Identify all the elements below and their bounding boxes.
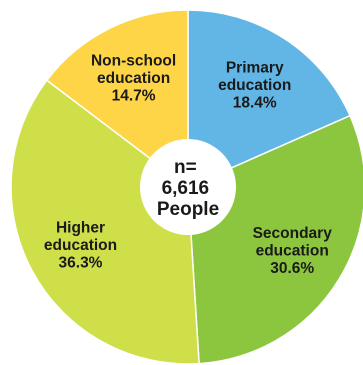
center-label-line-2: 6,616 [162, 178, 210, 199]
slice-non-school-education [45, 9, 189, 189]
center-label: n= 6,616 People [157, 157, 219, 220]
slice-label-line: Higher [56, 219, 105, 236]
center-label-line-1: n= [174, 157, 197, 178]
slice-labels: Primary education 18.4%Secondary education 3… [44, 52, 332, 277]
center-label-line-3: People [157, 199, 219, 220]
slice-label-line: 30.6% [270, 260, 314, 277]
slice-label-line: education [218, 77, 291, 94]
slice-label-primary-education: Primary education 18.4% [218, 59, 291, 111]
slice-label-line: 14.7% [112, 87, 156, 104]
slice-label-line: Primary [226, 59, 284, 76]
slice-label-line: 36.3% [59, 254, 103, 271]
slice-higher-education [10, 79, 200, 365]
slice-label-line: Non-school [91, 52, 176, 69]
slice-label-line: 18.4% [233, 94, 277, 111]
slice-label-line: education [97, 70, 170, 87]
slice-label-higher-education: Higher education 36.3% [44, 219, 117, 271]
center-hole [140, 139, 236, 235]
slice-label-non-school-education: Non-school education 14.7% [91, 52, 176, 104]
slice-label-line: education [256, 242, 329, 259]
slice-label-line: education [44, 237, 117, 254]
slice-primary-education [187, 9, 351, 189]
slice-label-secondary-education: Secondary education 30.6% [253, 225, 333, 277]
slice-label-line: Secondary [253, 225, 333, 242]
